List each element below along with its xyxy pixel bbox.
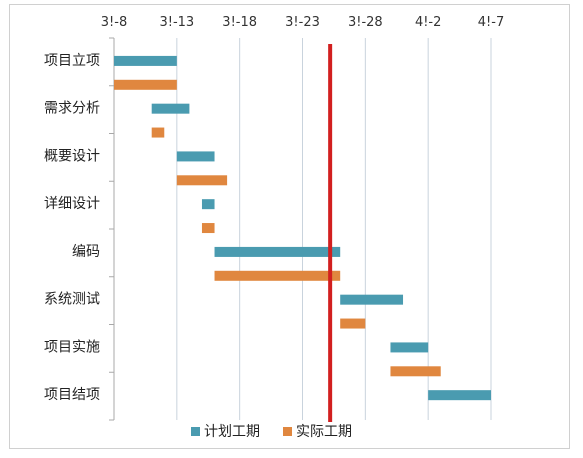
- actual-bar: [390, 366, 441, 377]
- x-tick-label: 3!-23: [285, 15, 320, 30]
- planned-bar: [428, 390, 491, 401]
- planned-bar: [114, 55, 177, 66]
- category-label: 项目立项: [44, 53, 100, 69]
- actual-bar: [151, 127, 165, 138]
- chart-frame: [9, 4, 570, 449]
- category-label: 编码: [72, 244, 100, 260]
- category-label: 系统测试: [44, 292, 100, 308]
- planned-bar: [201, 199, 215, 210]
- category-label: 概要设计: [44, 148, 100, 164]
- x-tick-label: 3!-28: [348, 15, 383, 30]
- category-label: 需求分析: [44, 101, 100, 117]
- category-label: 详细设计: [44, 196, 100, 212]
- category-label: 项目结项: [44, 387, 100, 403]
- x-tick-label: 3!-8: [101, 15, 127, 30]
- actual-bar: [114, 79, 177, 90]
- x-tick-label: 4!-7: [478, 15, 504, 30]
- actual-bar: [201, 223, 215, 234]
- actual-bar: [340, 318, 366, 329]
- actual-bar: [176, 175, 228, 186]
- legend-swatch: [191, 427, 200, 436]
- planned-bar: [176, 151, 215, 162]
- x-tick-label: 4!-2: [415, 15, 441, 30]
- category-label: 项目实施: [44, 339, 100, 355]
- planned-bar: [151, 103, 190, 114]
- legend-swatch: [283, 427, 292, 436]
- planned-bar: [340, 294, 404, 305]
- legend-label: 实际工期: [296, 424, 352, 440]
- planned-bar: [390, 342, 429, 353]
- x-tick-label: 3!-13: [159, 15, 194, 30]
- actual-bar: [214, 270, 341, 281]
- legend-label: 计划工期: [204, 424, 260, 440]
- x-tick-label: 3!-18: [222, 15, 257, 30]
- planned-bar: [214, 246, 341, 257]
